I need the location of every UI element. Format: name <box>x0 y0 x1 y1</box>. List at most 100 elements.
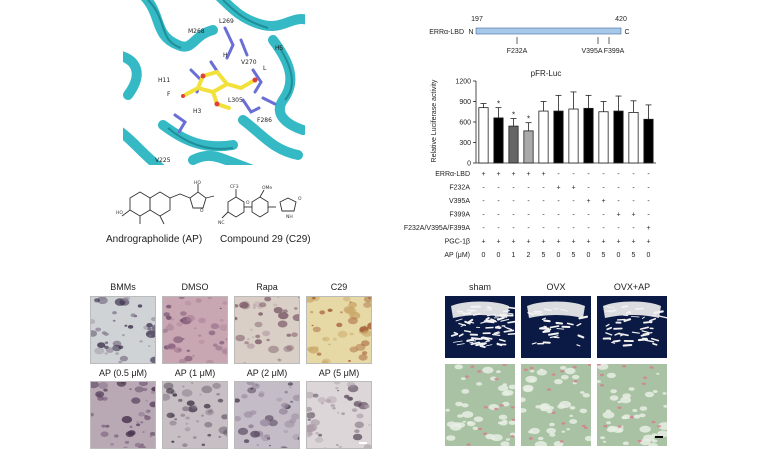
micrograph-label: C29 <box>330 282 348 292</box>
protein-structure-image: M268 L269 H5 V270 L H11 H L305 H3 F286 V… <box>123 0 305 165</box>
c29-drawing: CF3 OMe NC O O NH <box>218 184 302 226</box>
condition-mark: - <box>497 212 500 219</box>
luciferase-chart: ERRα-LBD N C 197 420 F232A V395A F399A p… <box>378 0 678 272</box>
micrograph-dmso <box>162 296 228 364</box>
chart-svg: ERRα-LBD N C 197 420 F232A V395A F399A p… <box>404 16 656 259</box>
condition-mark: - <box>632 185 635 192</box>
condition-mark: + <box>526 239 530 246</box>
micrograph-label: AP (2 μM) <box>246 368 288 378</box>
construct-start: 197 <box>471 16 483 23</box>
condition-label: F399A <box>449 212 470 219</box>
micrograph-label: BMMs <box>110 282 136 292</box>
condition-mark: - <box>647 212 650 219</box>
bar <box>508 125 519 164</box>
condition-mark: - <box>512 198 515 205</box>
condition-mark: - <box>527 185 530 192</box>
micrograph-rapa <box>234 296 300 364</box>
condition-mark: - <box>557 212 560 219</box>
condition-mark: - <box>632 171 635 178</box>
condition-label: AP (μM) <box>444 252 470 259</box>
bars: * * * <box>478 91 654 164</box>
condition-mark: + <box>631 239 635 246</box>
y-tick-label: 300 <box>459 140 471 147</box>
bar <box>598 111 609 164</box>
residue-labels: M268 L269 H5 V270 L H11 H L305 H3 F286 V… <box>155 18 284 164</box>
construct-n-term: N <box>468 29 473 36</box>
compound-label-ap: Andrographolide (AP) <box>106 234 203 245</box>
micrograph-ap-1 <box>162 381 228 449</box>
residue-label: F <box>167 91 171 98</box>
micrograph-bmms <box>90 296 156 364</box>
residue-label: H3 <box>193 108 202 115</box>
micrograph-texture <box>163 297 227 363</box>
svg-text:OMe: OMe <box>262 185 272 191</box>
micrograph-texture <box>307 297 371 363</box>
condition-mark: - <box>572 171 575 178</box>
condition-mark: + <box>631 212 635 219</box>
condition-mark: 5 <box>572 252 576 259</box>
svg-text:O: O <box>298 196 302 202</box>
microct-texture <box>597 296 667 358</box>
construct-bar <box>475 27 622 35</box>
bar <box>523 130 534 164</box>
residue-label: V225 <box>155 157 171 164</box>
svg-text:HO: HO <box>194 180 201 186</box>
condition-mark: - <box>647 198 650 205</box>
condition-mark: 0 <box>482 252 486 259</box>
residue-label: H <box>223 52 228 59</box>
condition-mark: + <box>646 239 650 246</box>
residue-label: M268 <box>188 28 205 35</box>
condition-mark: - <box>647 171 650 178</box>
trap-staining-panel: BMMs DMSO Rapa C29 AP (0.5 μM) AP (1 μM)… <box>90 282 380 450</box>
condition-mark: - <box>542 225 545 232</box>
svg-text:HO: HO <box>116 210 123 216</box>
condition-mark: - <box>512 185 515 192</box>
y-tick-label: 0 <box>467 161 471 168</box>
micrograph-texture <box>91 382 155 448</box>
condition-mark: + <box>481 239 485 246</box>
microct-ovx <box>521 296 591 358</box>
construct-diagram: ERRα-LBD N C 197 420 F232A V395A F399A <box>429 16 629 55</box>
microct-texture <box>521 296 591 358</box>
condition-mark: - <box>572 212 575 219</box>
condition-mark: - <box>482 185 485 192</box>
residue-label: L305 <box>228 97 243 104</box>
condition-mark: - <box>482 198 485 205</box>
condition-mark: + <box>511 239 515 246</box>
residue-label: F286 <box>257 117 272 124</box>
histology-ovx-ap <box>597 364 667 446</box>
micrograph-label: AP (1 μM) <box>174 368 216 378</box>
construct-c-term: C <box>624 29 629 36</box>
mutation-label: V395A <box>581 48 602 55</box>
svg-text:O: O <box>200 208 204 214</box>
micrograph-label: DMSO <box>181 282 209 292</box>
bar <box>493 117 504 164</box>
micrograph-ap-5 <box>306 381 372 449</box>
bar <box>628 112 639 164</box>
condition-mark: 0 <box>497 252 501 259</box>
condition-mark: 5 <box>632 252 636 259</box>
condition-mark: 2 <box>527 252 531 259</box>
condition-mark: - <box>497 185 500 192</box>
chart-title: pFR-Luc <box>531 69 562 78</box>
histology-texture <box>597 364 667 446</box>
condition-label: PGC-1β <box>445 239 470 246</box>
svg-text:NH: NH <box>286 214 293 220</box>
condition-table: ERRα-LBD + + + + + - - - - - - - F232A - - - - - + + - - - - - V39… <box>404 171 651 259</box>
histology-ovx <box>521 364 591 446</box>
condition-mark: + <box>601 198 605 205</box>
group-label: OVX <box>546 282 566 292</box>
ovx-panel: sham OVX OVX+AP <box>445 282 675 450</box>
condition-mark: + <box>571 239 575 246</box>
condition-mark: - <box>482 225 485 232</box>
mutation-label: F232A <box>507 48 528 55</box>
protein-structure-panel: M268 L269 H5 V270 L H11 H L305 H3 F286 V… <box>123 0 305 165</box>
bar <box>613 110 624 164</box>
condition-mark: - <box>602 212 605 219</box>
bar <box>568 108 579 164</box>
condition-mark: - <box>632 225 635 232</box>
condition-mark: - <box>587 212 590 219</box>
condition-mark: 0 <box>617 252 621 259</box>
micrograph-texture <box>307 382 371 448</box>
condition-mark: + <box>511 171 515 178</box>
